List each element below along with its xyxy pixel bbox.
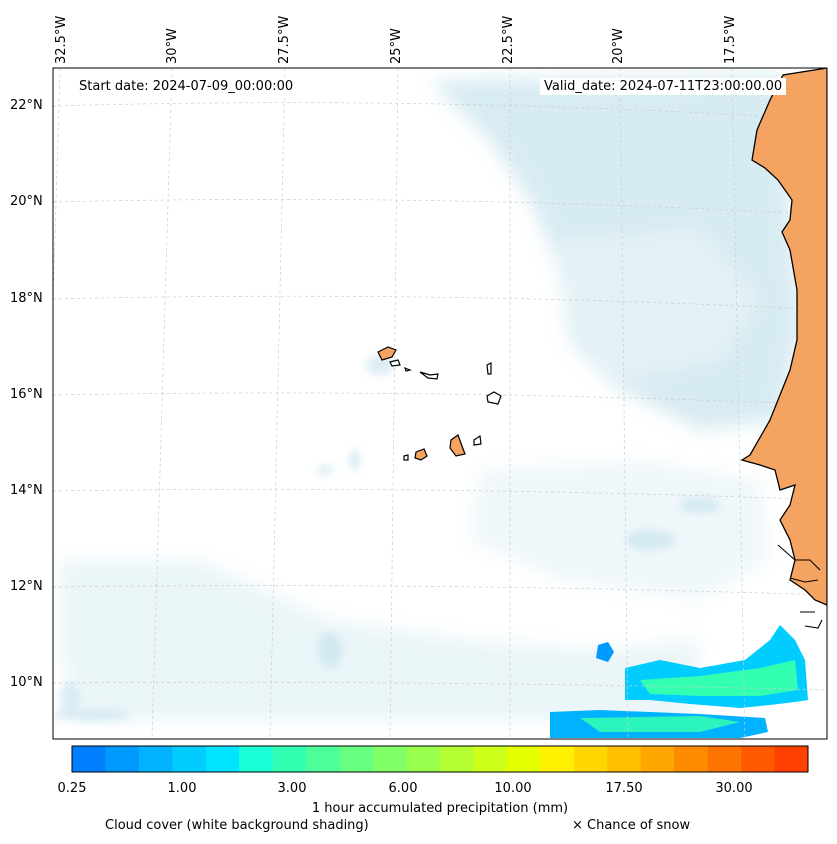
- colorbar-tick-label: 0.25: [57, 781, 87, 796]
- colorbar-tick-label: 6.00: [388, 781, 418, 796]
- colorbar-segment: [205, 746, 240, 772]
- lat-tick-label: 12°N: [10, 579, 43, 594]
- island-santiago: [449, 434, 466, 457]
- colorbar-segment: [105, 746, 140, 772]
- colorbar-segment: [306, 746, 341, 772]
- lat-tick-label: 14°N: [10, 483, 43, 498]
- lon-tick-label: 32.5°W: [54, 15, 69, 64]
- start-date-label: Start date: 2024-07-09_00:00:00: [75, 78, 298, 95]
- colorbar-segment: [172, 746, 207, 772]
- colorbar-segment: [640, 746, 675, 772]
- lon-tick-label: 25°W: [389, 28, 404, 64]
- colorbar-segment: [607, 746, 642, 772]
- cloud-cover-caption: Cloud cover (white background shading): [105, 818, 369, 833]
- colorbar-segment: [506, 746, 541, 772]
- island-sao-vicente: [389, 359, 401, 367]
- snow-caption: × Chance of snow: [572, 818, 691, 833]
- colorbar-segment: [339, 746, 374, 772]
- lat-tick-label: 16°N: [10, 387, 43, 402]
- coast-detail: [777, 544, 823, 629]
- cloud-specks: [53, 355, 720, 721]
- lon-tick-label: 22.5°W: [501, 15, 516, 64]
- lat-tick-label: 10°N: [10, 675, 43, 690]
- island-santa-luzia: [404, 366, 412, 372]
- colorbar-tick-label: 3.00: [277, 781, 307, 796]
- island-santo-antao: [377, 346, 397, 361]
- lat-tick-label: 20°N: [10, 194, 43, 209]
- africa-landmass: [740, 68, 827, 606]
- colorbar-tick-label: 1.00: [167, 781, 197, 796]
- island-boa-vista: [486, 391, 502, 405]
- colorbar-tick-label: 17.50: [605, 781, 643, 796]
- lon-tick-label: 20°W: [611, 28, 626, 64]
- colorbar-tick-label: 30.00: [715, 781, 753, 796]
- colorbar-tick-label: 10.00: [494, 781, 532, 796]
- map-frame: [52, 67, 828, 740]
- colorbar-segment: [707, 746, 742, 772]
- lat-tick-label: 22°N: [10, 98, 43, 113]
- lon-tick-label: 27.5°W: [277, 15, 292, 64]
- graticule: [53, 68, 827, 739]
- colorbar-segment: [440, 746, 474, 772]
- colorbar-segment: [674, 746, 709, 772]
- colorbar-segment: [573, 746, 608, 772]
- island-fogo: [414, 448, 428, 461]
- colorbar-segment: [272, 746, 307, 772]
- colorbar-segment: [774, 746, 809, 772]
- island-sao-nicolau: [419, 371, 439, 380]
- island-sal: [486, 362, 492, 375]
- colorbar-segment: [373, 746, 408, 772]
- lon-tick-label: 30°W: [165, 28, 180, 64]
- colorbar-title: 1 hour accumulated precipitation (mm): [311, 801, 569, 816]
- colorbar-segment: [138, 746, 173, 772]
- colorbar-segment: [473, 746, 508, 772]
- island-maio: [473, 434, 482, 446]
- cape-verde-islands: [377, 346, 502, 461]
- colorbar-segment: [72, 746, 106, 772]
- island-brava: [403, 454, 409, 461]
- lat-tick-label: 18°N: [10, 291, 43, 306]
- colorbar-segment: [741, 746, 776, 772]
- lon-tick-label: 17.5°W: [723, 15, 738, 64]
- colorbar-segment: [406, 746, 441, 772]
- cloud-cover-shading: [60, 75, 800, 720]
- colorbar-frame: [71, 745, 809, 773]
- valid-date-label: Valid_date: 2024-07-11T23:00:00.00: [540, 78, 787, 95]
- colorbar: [72, 746, 809, 772]
- colorbar-segment: [540, 746, 575, 772]
- colorbar-segment: [239, 746, 274, 772]
